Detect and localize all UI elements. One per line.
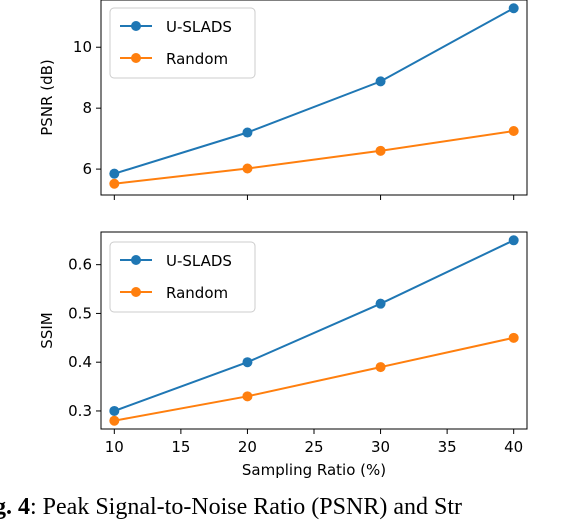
data-point <box>508 126 519 137</box>
data-point <box>242 357 253 368</box>
y-tick-label: 0.5 <box>68 304 92 322</box>
figure-caption: g. 4: Peak Signal-to-Noise Ratio (PSNR) … <box>0 494 562 521</box>
caption-label: g. 4 <box>0 494 30 520</box>
data-point <box>375 362 386 373</box>
series-line-u-slads <box>113 239 515 412</box>
data-point <box>508 3 519 14</box>
series-line-random <box>114 336 514 422</box>
data-point <box>242 163 253 174</box>
data-point <box>508 235 519 246</box>
x-axis-label: Sampling Ratio (%) <box>242 461 386 479</box>
series-line-random <box>114 130 514 185</box>
x-tick-label: 10 <box>105 438 124 456</box>
y-tick-label: 10 <box>73 38 92 56</box>
legend-label: U-SLADS <box>166 18 232 36</box>
caption-text: : Peak Signal-to-Noise Ratio (PSNR) and … <box>30 494 462 520</box>
data-point <box>242 391 253 402</box>
x-tick-label: 20 <box>238 438 257 456</box>
y-tick-label: 0.6 <box>68 256 92 274</box>
legend-label: U-SLADS <box>166 252 232 270</box>
data-point <box>109 415 120 426</box>
data-point <box>109 405 120 416</box>
ssim-panel: 0.3 0.4 0.5 0.6 10 15 20 25 30 35 40 SSIM Sampling R… <box>38 231 528 479</box>
y-tick-label: 6 <box>82 160 92 178</box>
x-tick-label: 40 <box>504 438 523 456</box>
data-point <box>375 298 386 309</box>
legend-marker <box>131 287 141 297</box>
data-point <box>508 332 519 343</box>
psnr-panel: 6 8 10 PSNR (dB) U-SLADS Random <box>38 0 528 200</box>
x-tick-label: 15 <box>171 438 190 456</box>
plot-frame <box>100 0 528 196</box>
x-tick-label: 25 <box>304 438 323 456</box>
legend-marker <box>131 255 141 265</box>
x-tick-label: 30 <box>371 438 390 456</box>
series-line-u-slads <box>114 7 515 175</box>
y-tick-label: 0.3 <box>68 402 92 420</box>
data-point <box>242 127 253 138</box>
y-tick-label: 0.4 <box>68 353 92 371</box>
legend-marker <box>131 21 141 31</box>
x-tick-label: 35 <box>438 438 457 456</box>
legend-label: Random <box>166 284 228 302</box>
data-point <box>109 168 120 179</box>
data-point <box>375 145 386 156</box>
data-point <box>375 76 386 87</box>
y-axis-label: SSIM <box>38 312 56 348</box>
legend-label: Random <box>166 50 228 68</box>
legend-marker <box>131 53 141 63</box>
data-point <box>109 178 120 189</box>
y-tick-label: 8 <box>82 99 92 117</box>
y-axis-label: PSNR (dB) <box>38 59 56 136</box>
